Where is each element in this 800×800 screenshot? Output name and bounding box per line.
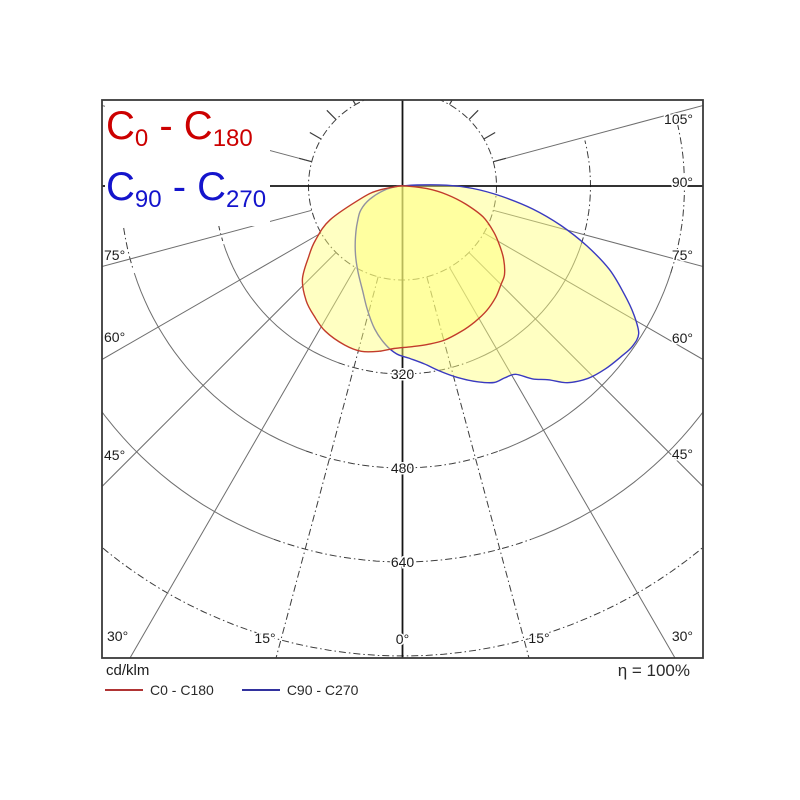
units-label: cd/klm [106, 662, 150, 679]
radial-line-60 [483, 232, 703, 361]
angle-label: 0° [396, 631, 409, 647]
angle-tick [375, 83, 378, 96]
radial-line-105 [493, 104, 703, 163]
efficiency-label: η = 100% [617, 661, 690, 680]
angle-label: 75° [672, 247, 693, 263]
grid-ring-480 [670, 117, 686, 274]
bottom-legend-item-c90: C90 - C270 [241, 682, 359, 698]
grid-ring-640 [102, 411, 275, 540]
angle-tick [493, 157, 507, 163]
radial-line-75 [493, 209, 703, 268]
angle-label: 105° [664, 111, 693, 127]
angle-label: 90° [672, 174, 693, 190]
angle-tick [448, 100, 453, 105]
radial-line-45 [468, 252, 703, 488]
blue-line-swatch-icon [241, 689, 280, 691]
grid-labels: 320 480 640 75° 60° 45° 30° 15° 0° 15° 105° 90° 75° 6… [103, 110, 695, 649]
chart-frame [101, 99, 704, 659]
radial-line-60 [102, 232, 322, 361]
red-line-swatch-icon [105, 689, 143, 691]
legend-sub: 0 [134, 125, 149, 152]
angle-tick [468, 109, 479, 120]
grid-ring-640 [760, 95, 778, 302]
angle-tick [427, 83, 430, 96]
legend-sep: - C [161, 165, 227, 209]
angle-label: 75° [104, 247, 125, 263]
angle-label: 60° [672, 330, 693, 346]
grid-ring-320 [466, 243, 582, 364]
angle-tick [298, 157, 312, 163]
angle-label: 15° [254, 630, 275, 646]
radial-line-75 [102, 209, 312, 268]
grid-ring-480 [133, 272, 307, 452]
angle-tick [309, 131, 322, 140]
angle-label: 15° [528, 630, 549, 646]
legend-sep: - C [148, 104, 213, 148]
ring-value-label: 640 [391, 554, 415, 570]
radial-line-15 [275, 276, 379, 658]
angle-label: 45° [672, 446, 693, 462]
grid-ring-480 [498, 272, 672, 452]
curve-c0-c180 [301, 185, 506, 353]
angle-tick [352, 100, 357, 105]
radial-line-45 [102, 252, 337, 488]
grid-ring-320 [223, 243, 339, 364]
legend-sub: 180 [212, 125, 253, 152]
radial-line-30 [129, 267, 356, 658]
legend-main: C [106, 165, 135, 209]
angle-label: 45° [104, 447, 125, 463]
legend-sub: 90 [134, 186, 162, 213]
radial-line-30 [449, 267, 676, 658]
legend-entry-c0-c180: C0 - C180 [106, 102, 266, 163]
angle-tick [326, 109, 337, 120]
ring-value-label: 480 [391, 460, 415, 476]
angle-label: 60° [104, 329, 125, 345]
bottom-legend-label: C0 - C180 [150, 682, 214, 698]
bottom-legend-item-c0: C0 - C180 [105, 682, 214, 698]
bottom-legend: C0 - C180 C90 - C270 [105, 682, 386, 698]
grid-ring-320 [580, 140, 592, 245]
grid-ring-640 [530, 411, 703, 540]
radial-line-15 [426, 276, 530, 658]
curve-c90-c270 [354, 184, 640, 384]
grid-ring-640 [27, 89, 43, 296]
angle-label: 30° [672, 628, 693, 644]
intensity-curves [301, 184, 640, 384]
angle-tick [483, 131, 496, 140]
legend-entry-c90-c270: C90 - C270 [106, 163, 266, 224]
ring-value-label: 320 [391, 366, 415, 382]
angle-label: 30° [107, 628, 128, 644]
plane-legend: C0 - C180 C90 - C270 [105, 102, 271, 226]
legend-main: C [106, 104, 135, 148]
bottom-legend-label: C90 - C270 [286, 682, 359, 698]
legend-sub: 270 [226, 186, 267, 213]
